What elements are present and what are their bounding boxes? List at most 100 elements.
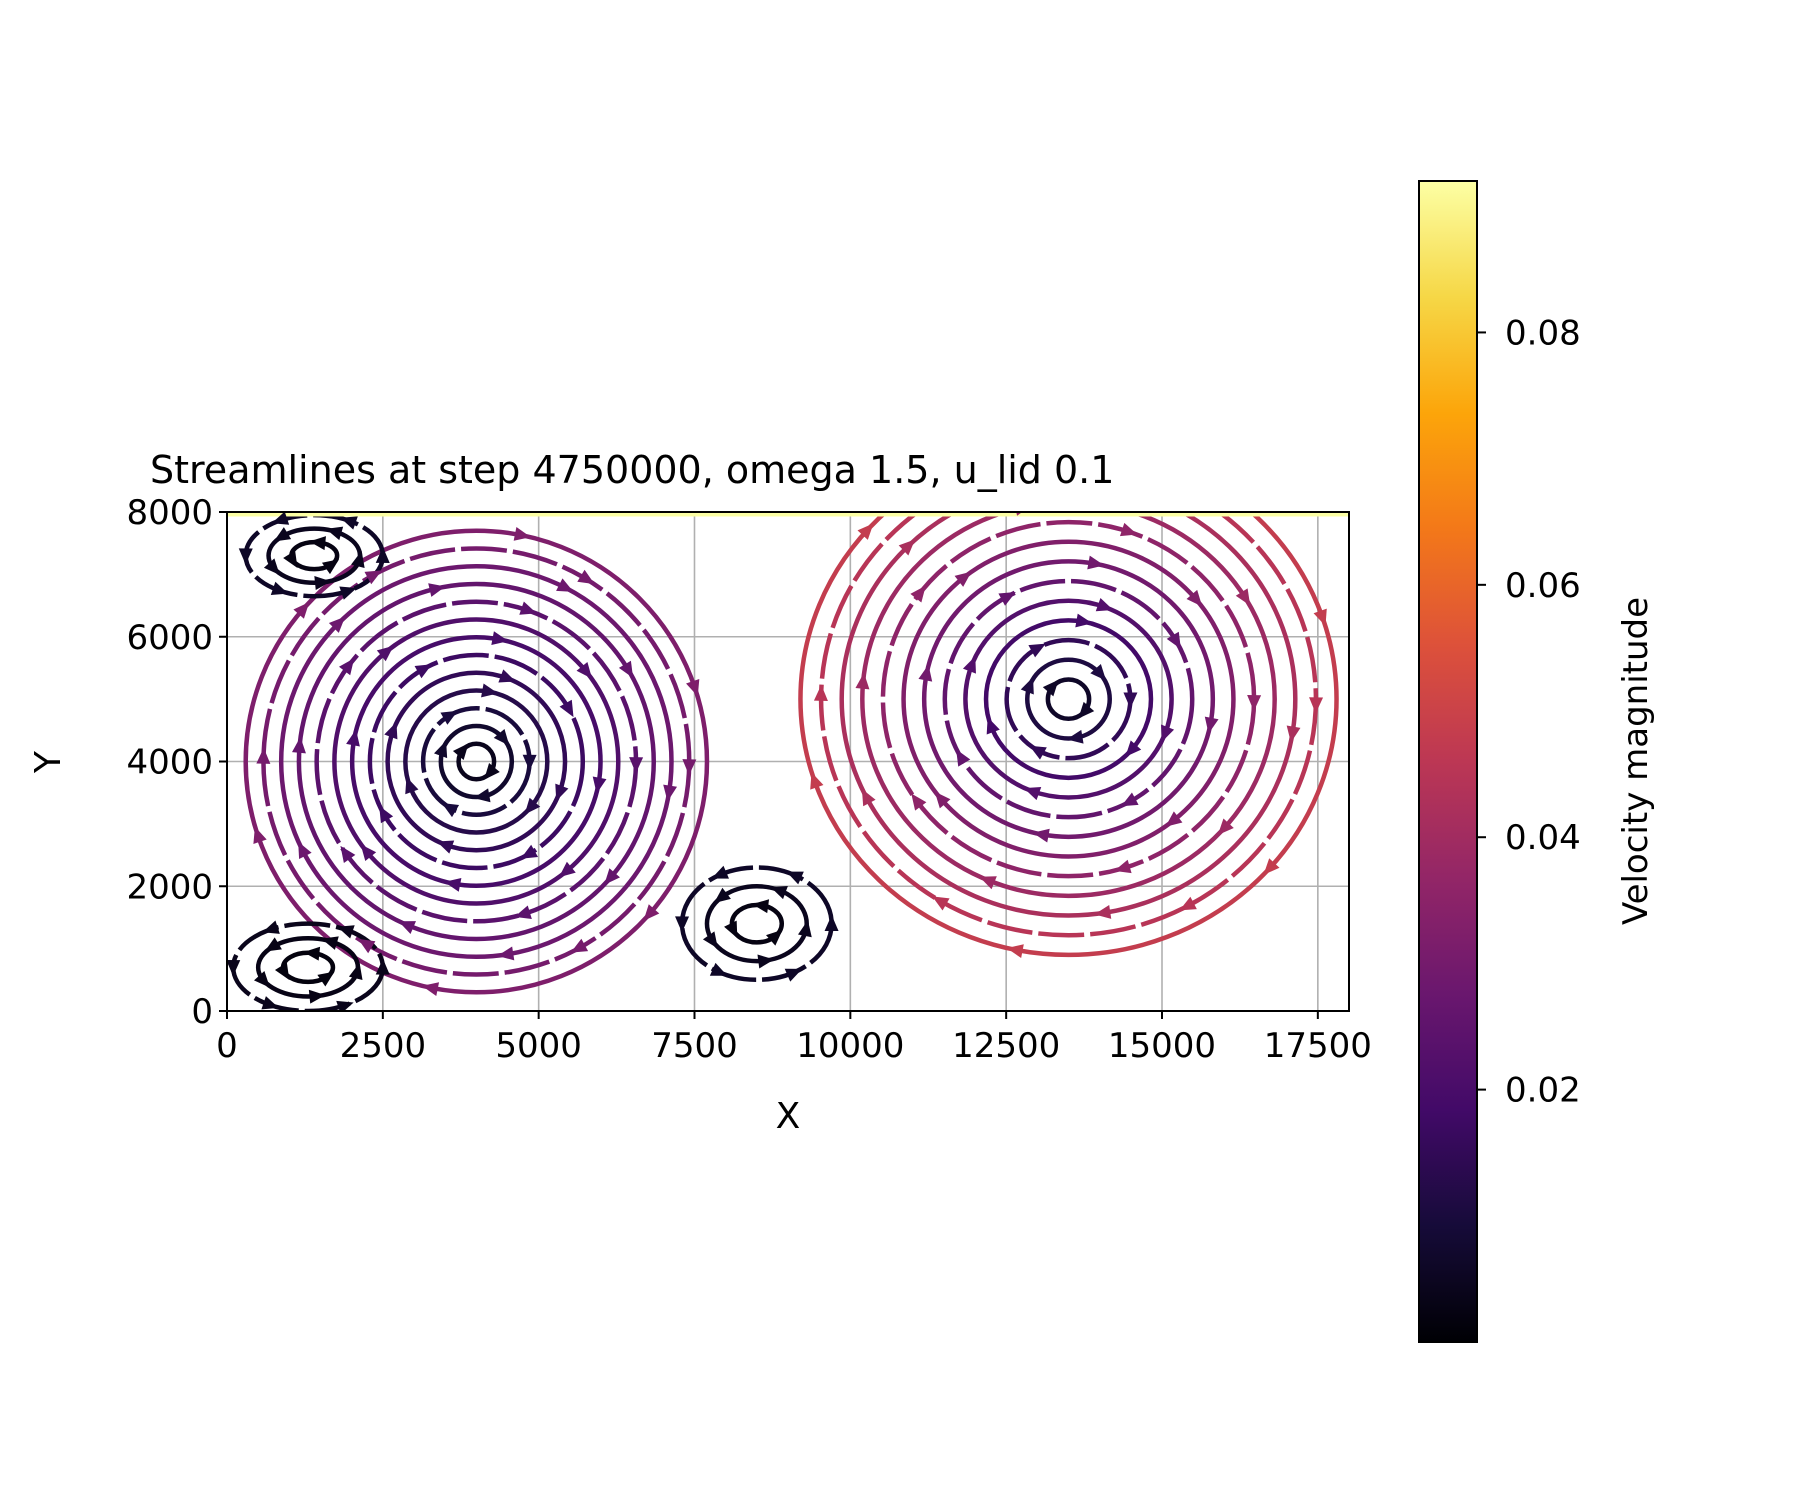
x-tick-label: 5000 — [495, 1026, 582, 1066]
streamline-arrow — [337, 925, 355, 939]
streamline-arrow — [956, 749, 971, 767]
streamline-arrow — [428, 583, 446, 597]
x-tick-label: 17500 — [1264, 1026, 1372, 1066]
streamline-arrow — [766, 929, 783, 946]
streamline-arrow — [481, 683, 499, 698]
streamline-arrow — [1090, 664, 1107, 681]
streamline-arrow — [810, 772, 824, 790]
streamline — [880, 519, 1257, 879]
streamline-arrow — [798, 920, 812, 938]
streamline-arrow — [713, 887, 731, 904]
streamline-arrow — [604, 868, 620, 885]
streamline — [367, 652, 586, 871]
streamline-arrow — [524, 797, 541, 815]
streamline-arrow — [1165, 811, 1183, 827]
streamline-arrow — [1179, 896, 1197, 911]
colorbar-tick-label: 0.08 — [1505, 313, 1581, 353]
streamline-arrow — [256, 747, 271, 764]
streamline-arrow — [1032, 828, 1050, 843]
streamline-arrow — [1113, 440, 1131, 457]
streamline-arrow — [1235, 588, 1251, 606]
streamline-arrow — [918, 664, 933, 682]
streamline-arrow — [1020, 677, 1034, 695]
streamline-arrow — [351, 550, 365, 568]
streamline-arrow — [384, 721, 398, 740]
plot-area: 0 2500 5000 7500 10000 12500 15000 17500 0 2000 4… — [126, 440, 1372, 1066]
streamline-arrow — [338, 658, 355, 676]
streamline-arrow — [709, 962, 728, 976]
streamline-arrow — [253, 826, 267, 844]
streamline-arrow — [910, 585, 926, 603]
streamline-arrow — [1286, 725, 1301, 743]
streamline-arrow — [784, 968, 803, 982]
streamline-arrow — [813, 684, 828, 701]
streamline-arrow — [321, 936, 339, 950]
x-tick-label: 12500 — [952, 1026, 1060, 1066]
streamline-arrow — [1263, 858, 1280, 875]
streamline-arrow — [711, 865, 729, 879]
streamline-arrow — [317, 971, 335, 987]
x-tick-label: 7500 — [651, 1026, 738, 1066]
streamline-arrow — [576, 661, 593, 679]
streamline-arrow — [1313, 608, 1327, 626]
streamline-arrow — [519, 601, 537, 615]
streamline-arrow — [513, 527, 531, 541]
streamline-arrow — [559, 699, 574, 718]
streamline-arrow — [986, 717, 1000, 735]
streamline-arrow — [375, 958, 390, 975]
streamline-arrow — [238, 548, 253, 565]
streamline-arrow — [629, 757, 644, 774]
streamline-arrow — [414, 664, 432, 679]
streamline-arrow — [293, 602, 310, 619]
streamline-arrow — [1166, 631, 1181, 650]
streamline-arrow — [227, 960, 241, 977]
streamline-arrow — [663, 784, 678, 802]
streamline — [963, 598, 1174, 800]
streamline-arrow — [558, 861, 576, 878]
streamline-arrow — [298, 841, 312, 860]
streamline-arrow — [434, 740, 448, 759]
streamline-arrow — [264, 937, 282, 952]
streamline-arrow — [934, 791, 951, 809]
streamline-arrow — [339, 586, 357, 600]
streamline-arrow — [360, 844, 377, 862]
streamline-arrow — [1028, 643, 1046, 658]
streamline-arrow — [1161, 724, 1175, 742]
colorbar-gradient — [1418, 180, 1478, 1343]
streamline-arrow — [491, 631, 509, 645]
streamline-arrow — [932, 896, 950, 911]
streamline-arrow — [303, 946, 321, 961]
streamline — [456, 741, 497, 782]
streamline-arrow — [1075, 613, 1093, 628]
streamline-arrow — [440, 710, 458, 725]
y-tick-label: 0 — [191, 992, 213, 1032]
streamline-arrow — [375, 546, 390, 563]
streamline-arrow — [1123, 692, 1138, 709]
y-axis: 0 2000 4000 6000 8000 — [126, 493, 227, 1032]
streamline-arrow — [274, 962, 290, 980]
colorbar: 0.02 0.04 0.06 0.08 Velocity magnitude — [1418, 180, 1656, 1343]
streamline-arrow — [1217, 818, 1234, 836]
streamline-arrow — [283, 550, 298, 568]
streamline-arrow — [724, 920, 738, 939]
streamline-arrow — [570, 938, 589, 953]
streamline-arrow — [1125, 740, 1142, 757]
streamline-arrow — [1309, 697, 1324, 714]
streamline — [385, 670, 568, 853]
streamline-arrow — [1087, 555, 1105, 570]
streamline-arrow — [441, 802, 460, 818]
streamline-arrow — [979, 876, 997, 890]
streamline-arrow — [261, 996, 279, 1010]
y-tick-label: 4000 — [126, 743, 213, 783]
streamline-arrow — [358, 938, 376, 954]
streamline — [901, 539, 1236, 859]
streamline-arrow — [1121, 792, 1139, 807]
streamline-arrow — [379, 805, 394, 824]
x-axis: 0 2500 5000 7500 10000 12500 15000 17500 — [216, 1011, 1372, 1066]
streamline — [818, 512, 1319, 938]
streamline-arrow — [1187, 488, 1208, 508]
streamline-arrow — [861, 788, 876, 807]
streamline-arrow — [682, 759, 697, 776]
streamline-arrow — [498, 669, 516, 683]
